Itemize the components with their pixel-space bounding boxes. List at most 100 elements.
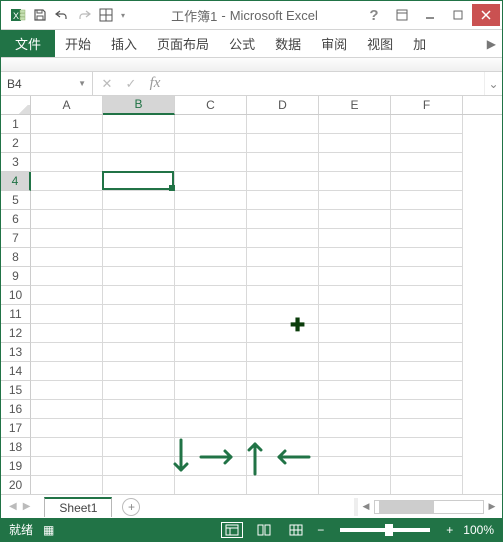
cell[interactable]	[391, 400, 463, 419]
row-header-11[interactable]: 11	[1, 305, 31, 324]
cell[interactable]	[175, 153, 247, 172]
cell[interactable]	[319, 343, 391, 362]
cell[interactable]	[247, 172, 319, 191]
ribbon-display-icon[interactable]	[388, 4, 416, 26]
cell[interactable]	[319, 115, 391, 134]
cell[interactable]	[319, 267, 391, 286]
select-all-corner[interactable]	[1, 96, 31, 114]
col-header-A[interactable]: A	[31, 96, 103, 114]
zoom-level[interactable]: 100%	[463, 523, 494, 537]
cell[interactable]	[175, 438, 247, 457]
tab-视图[interactable]: 视图	[357, 30, 403, 57]
row-header-4[interactable]: 4	[1, 172, 31, 191]
cell[interactable]	[247, 438, 319, 457]
cell[interactable]	[319, 172, 391, 191]
cell[interactable]	[175, 381, 247, 400]
cell[interactable]	[175, 267, 247, 286]
borders-icon[interactable]	[95, 4, 117, 26]
row-header-12[interactable]: 12	[1, 324, 31, 343]
row-header-15[interactable]: 15	[1, 381, 31, 400]
cell[interactable]	[31, 305, 103, 324]
cell[interactable]	[175, 286, 247, 305]
cell[interactable]	[103, 191, 175, 210]
cell[interactable]	[319, 362, 391, 381]
cell[interactable]	[319, 476, 391, 494]
cell[interactable]	[103, 210, 175, 229]
cell[interactable]	[319, 419, 391, 438]
close-icon[interactable]	[472, 4, 500, 26]
cell[interactable]	[103, 381, 175, 400]
cell[interactable]	[175, 134, 247, 153]
cell[interactable]	[391, 381, 463, 400]
row-header-14[interactable]: 14	[1, 362, 31, 381]
cell[interactable]	[31, 419, 103, 438]
cell[interactable]	[31, 248, 103, 267]
cell[interactable]	[319, 248, 391, 267]
tab-公式[interactable]: 公式	[219, 30, 265, 57]
col-header-D[interactable]: D	[247, 96, 319, 114]
cell[interactable]	[247, 115, 319, 134]
cell[interactable]	[391, 248, 463, 267]
formula-bar-expand-icon[interactable]: ⌄	[484, 72, 502, 95]
excel-app-icon[interactable]: X	[7, 4, 29, 26]
cell[interactable]	[175, 191, 247, 210]
cell[interactable]	[103, 419, 175, 438]
col-header-B[interactable]: B	[103, 96, 175, 115]
maximize-icon[interactable]	[444, 4, 472, 26]
cell[interactable]	[391, 115, 463, 134]
cell[interactable]	[175, 115, 247, 134]
zoom-slider-knob[interactable]	[385, 524, 393, 536]
cell[interactable]	[391, 267, 463, 286]
cell[interactable]	[175, 229, 247, 248]
row-header-17[interactable]: 17	[1, 419, 31, 438]
cell[interactable]	[103, 172, 175, 191]
sheet-nav-next-icon[interactable]: ▶	[23, 501, 31, 512]
cell[interactable]	[103, 286, 175, 305]
cell[interactable]	[319, 381, 391, 400]
row-header-16[interactable]: 16	[1, 400, 31, 419]
col-header-F[interactable]: F	[391, 96, 463, 114]
cell[interactable]	[31, 115, 103, 134]
add-sheet-button[interactable]: +	[122, 498, 140, 516]
cell[interactable]	[247, 191, 319, 210]
cell[interactable]	[103, 115, 175, 134]
cell[interactable]	[103, 362, 175, 381]
sheetbar-splitter[interactable]	[354, 498, 358, 516]
tab-插入[interactable]: 插入	[101, 30, 147, 57]
row-header-3[interactable]: 3	[1, 153, 31, 172]
cell[interactable]	[31, 476, 103, 494]
cell[interactable]	[31, 172, 103, 191]
cell[interactable]	[175, 324, 247, 343]
row-header-10[interactable]: 10	[1, 286, 31, 305]
cell[interactable]	[391, 476, 463, 494]
cell[interactable]	[319, 324, 391, 343]
cell[interactable]	[103, 267, 175, 286]
cell[interactable]	[175, 419, 247, 438]
cell[interactable]	[247, 229, 319, 248]
col-header-C[interactable]: C	[175, 96, 247, 114]
row-header-20[interactable]: 20	[1, 476, 31, 494]
cell[interactable]	[391, 419, 463, 438]
cell[interactable]	[247, 210, 319, 229]
cell[interactable]	[31, 381, 103, 400]
row-header-2[interactable]: 2	[1, 134, 31, 153]
cell[interactable]	[319, 210, 391, 229]
cell[interactable]	[247, 248, 319, 267]
col-header-E[interactable]: E	[319, 96, 391, 114]
cell[interactable]	[175, 362, 247, 381]
horizontal-scrollbar[interactable]	[374, 500, 484, 514]
qat-customize-dropdown[interactable]: ▾	[117, 4, 129, 26]
row-header-18[interactable]: 18	[1, 438, 31, 457]
page-layout-view-icon[interactable]	[253, 522, 275, 538]
cell[interactable]	[319, 438, 391, 457]
cell[interactable]	[391, 343, 463, 362]
cell[interactable]	[31, 324, 103, 343]
cell[interactable]	[247, 381, 319, 400]
help-icon[interactable]: ?	[360, 4, 388, 26]
row-header-19[interactable]: 19	[1, 457, 31, 476]
cell[interactable]	[31, 191, 103, 210]
cell[interactable]	[31, 438, 103, 457]
name-box-dropdown-icon[interactable]: ▼	[78, 79, 86, 88]
cell[interactable]	[319, 286, 391, 305]
hscroll-thumb[interactable]	[379, 501, 434, 513]
